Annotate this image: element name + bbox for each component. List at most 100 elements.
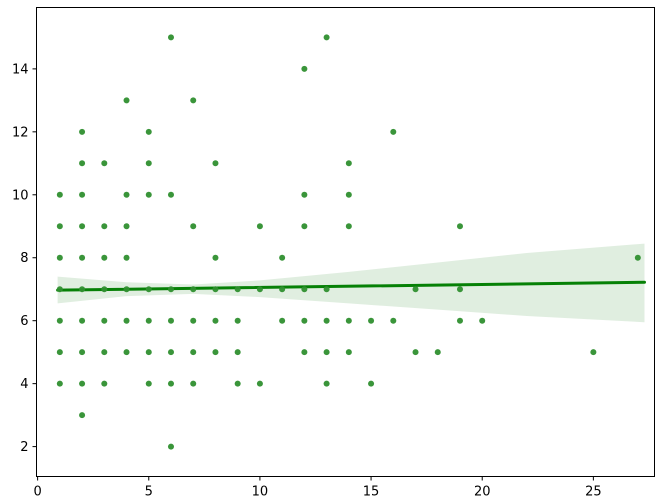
- data-point: [145, 317, 152, 324]
- data-point: [279, 317, 286, 324]
- data-point: [167, 443, 174, 450]
- data-point: [590, 349, 597, 356]
- data-point: [56, 349, 63, 356]
- data-point: [145, 191, 152, 198]
- x-tick-label: 20: [474, 485, 491, 500]
- data-point: [190, 380, 197, 387]
- data-point: [167, 380, 174, 387]
- data-point: [412, 286, 419, 293]
- data-point: [56, 317, 63, 324]
- data-point: [56, 254, 63, 261]
- x-tick-label: 15: [363, 485, 380, 500]
- data-point: [190, 97, 197, 104]
- data-point: [123, 254, 130, 261]
- data-point: [234, 286, 241, 293]
- plot-frame: [36, 7, 655, 477]
- data-point: [190, 349, 197, 356]
- data-point: [412, 349, 419, 356]
- data-point: [212, 317, 219, 324]
- data-point: [167, 191, 174, 198]
- y-tick-label: 14: [12, 62, 29, 77]
- data-point: [79, 254, 86, 261]
- data-point: [101, 286, 108, 293]
- data-point: [101, 317, 108, 324]
- data-point: [123, 191, 130, 198]
- y-tick-label: 4: [20, 377, 28, 392]
- data-point: [256, 223, 263, 230]
- data-point: [323, 380, 330, 387]
- data-point: [123, 223, 130, 230]
- data-point: [167, 349, 174, 356]
- data-point: [79, 160, 86, 167]
- data-point: [79, 317, 86, 324]
- data-point: [234, 317, 241, 324]
- data-point: [101, 380, 108, 387]
- x-tick-label: 25: [585, 485, 602, 500]
- data-point: [212, 349, 219, 356]
- data-point: [101, 223, 108, 230]
- data-point: [145, 349, 152, 356]
- confidence-band: [57, 243, 645, 323]
- data-point: [345, 160, 352, 167]
- data-point: [79, 349, 86, 356]
- data-point: [145, 160, 152, 167]
- data-point: [345, 223, 352, 230]
- data-point: [79, 128, 86, 135]
- data-point: [345, 317, 352, 324]
- data-point: [56, 286, 63, 293]
- data-point: [634, 254, 641, 261]
- data-point: [79, 223, 86, 230]
- data-point: [234, 380, 241, 387]
- data-point: [301, 286, 308, 293]
- regression-line: [56, 280, 646, 292]
- data-point: [345, 191, 352, 198]
- data-point: [301, 223, 308, 230]
- data-point: [368, 380, 375, 387]
- data-point: [456, 317, 463, 324]
- data-point: [190, 286, 197, 293]
- data-point: [123, 349, 130, 356]
- data-point: [101, 349, 108, 356]
- data-point: [345, 349, 352, 356]
- data-point: [167, 34, 174, 41]
- data-point: [123, 286, 130, 293]
- data-point: [301, 191, 308, 198]
- data-point: [301, 349, 308, 356]
- y-tick-label: 2: [20, 440, 28, 455]
- data-point: [167, 317, 174, 324]
- data-point: [323, 317, 330, 324]
- y-tick-label: 6: [20, 314, 28, 329]
- data-point: [368, 317, 375, 324]
- data-point: [123, 317, 130, 324]
- data-point: [145, 380, 152, 387]
- data-point: [390, 317, 397, 324]
- y-tick-label: 8: [20, 251, 28, 266]
- data-point: [234, 349, 241, 356]
- data-point: [79, 380, 86, 387]
- data-point: [79, 412, 86, 419]
- data-point: [456, 223, 463, 230]
- data-point: [56, 380, 63, 387]
- data-point: [279, 286, 286, 293]
- data-point: [390, 128, 397, 135]
- data-point: [167, 286, 174, 293]
- data-point: [145, 128, 152, 135]
- data-point: [479, 317, 486, 324]
- data-point: [456, 286, 463, 293]
- y-tick-label: 12: [12, 125, 29, 140]
- x-tick-label: 0: [33, 485, 41, 500]
- x-tick-label: 10: [252, 485, 269, 500]
- data-point: [301, 317, 308, 324]
- data-point: [56, 191, 63, 198]
- data-point: [79, 191, 86, 198]
- data-point: [279, 254, 286, 261]
- data-point: [323, 34, 330, 41]
- data-point: [101, 160, 108, 167]
- data-point: [79, 286, 86, 293]
- data-point: [256, 286, 263, 293]
- data-point: [256, 380, 263, 387]
- x-tick-label: 5: [145, 485, 153, 500]
- y-tick-label: 10: [12, 188, 29, 203]
